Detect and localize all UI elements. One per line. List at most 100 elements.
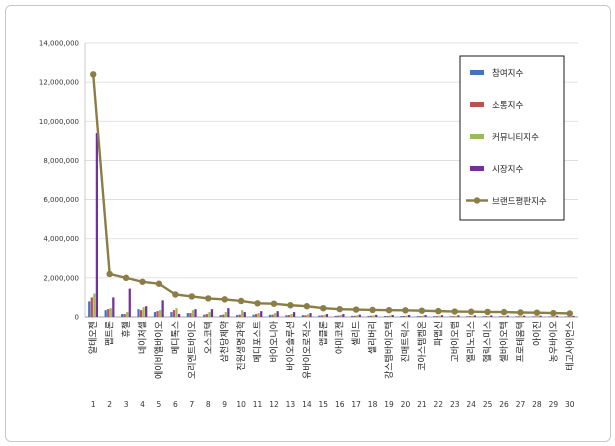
bar <box>356 315 359 317</box>
rank-label: 23 <box>450 400 460 409</box>
rank-label: 2 <box>107 400 112 409</box>
rank-label: 17 <box>351 400 361 409</box>
series-point <box>287 302 294 309</box>
rank-label: 6 <box>173 400 178 409</box>
bar <box>457 315 460 317</box>
bar <box>128 288 131 317</box>
rank-label: 13 <box>286 400 296 409</box>
bar <box>391 315 394 317</box>
series-point <box>336 305 343 313</box>
rank-label: 1 <box>91 400 96 409</box>
bar <box>490 315 493 317</box>
bar <box>109 308 112 317</box>
bar <box>351 315 354 317</box>
bar <box>320 315 323 317</box>
legend-marker <box>473 197 481 204</box>
series-point <box>188 293 196 300</box>
bar <box>153 312 157 317</box>
category-label: 헬릭스미스 <box>482 321 494 362</box>
legend-swatch <box>470 70 484 75</box>
bar <box>175 308 178 317</box>
y-tick-label: 10,000,000 <box>39 118 79 126</box>
rank-label: 29 <box>549 400 559 409</box>
y-tick-label: 4,000,000 <box>43 235 79 243</box>
rank-label: 12 <box>269 400 279 409</box>
bar <box>271 314 274 317</box>
bar <box>358 314 361 317</box>
category-label: 진매트릭스 <box>399 321 411 362</box>
series-point <box>500 308 508 316</box>
rank-label: 8 <box>206 400 211 409</box>
bar <box>419 316 422 317</box>
rank-label: 27 <box>516 400 526 409</box>
bar <box>339 315 342 317</box>
bar <box>386 315 389 317</box>
category-label: 바이오니아 <box>269 320 280 362</box>
series-point <box>435 307 442 315</box>
bar <box>120 314 124 317</box>
bar <box>523 315 526 317</box>
bar <box>257 313 260 317</box>
rank-label: 3 <box>124 400 129 409</box>
bar <box>90 297 93 317</box>
bar <box>550 316 554 317</box>
series-point <box>533 309 541 316</box>
rank-label: 26 <box>499 400 509 409</box>
series-point <box>517 309 524 316</box>
bar <box>536 316 540 317</box>
bar <box>126 312 129 317</box>
bar <box>515 316 518 317</box>
bar <box>383 316 387 317</box>
legend-label: 브랜드평판지수 <box>492 196 547 207</box>
y-tick-label: 0 <box>75 314 79 322</box>
bar <box>255 314 258 317</box>
bar <box>104 310 107 317</box>
category-label: 농우바이오 <box>548 321 559 362</box>
bar <box>334 315 337 317</box>
category-label: 알테오젠 <box>88 321 99 354</box>
bar <box>306 314 310 317</box>
bar <box>416 316 420 317</box>
bar <box>189 313 192 317</box>
series-point <box>451 308 458 315</box>
bar <box>572 315 575 317</box>
bar <box>260 311 263 317</box>
bar <box>145 306 148 317</box>
category-label: 오스코텍 <box>203 321 214 354</box>
category-label: 오리엔트바이오 <box>187 321 198 379</box>
rank-label: 11 <box>253 400 263 409</box>
bar <box>473 315 476 317</box>
bar <box>468 316 471 317</box>
legend-label: 소통지수 <box>492 101 523 111</box>
bar <box>454 315 457 317</box>
category-label: 아미코젠 <box>335 321 346 354</box>
bar <box>555 315 559 317</box>
bar <box>485 316 488 317</box>
category-label: 펩트론 <box>105 321 116 346</box>
bar <box>304 315 307 317</box>
category-label: 파멥신 <box>432 321 444 346</box>
bar <box>210 309 214 317</box>
rank-label: 5 <box>157 400 162 409</box>
bar <box>158 310 162 317</box>
bar <box>567 316 570 317</box>
bar <box>407 315 411 317</box>
bar <box>205 314 208 317</box>
category-label: 아이진 <box>532 321 543 346</box>
series-point <box>303 303 311 310</box>
legend-label: 커뮤니티지수 <box>492 132 539 143</box>
bar <box>93 293 96 317</box>
bar <box>142 307 145 317</box>
bar <box>287 315 291 317</box>
series-point <box>369 306 376 314</box>
bar <box>112 297 115 317</box>
category-label: 바이오솔루션 <box>285 321 296 371</box>
legend-swatch <box>470 102 484 107</box>
bar <box>452 316 455 317</box>
series-point <box>320 304 327 312</box>
rank-label: 18 <box>368 400 378 409</box>
bar <box>227 308 230 317</box>
category-label: 셀바이오텍 <box>499 321 510 362</box>
category-label: 셀리버리 <box>368 321 379 354</box>
rank-label: 30 <box>565 400 575 409</box>
